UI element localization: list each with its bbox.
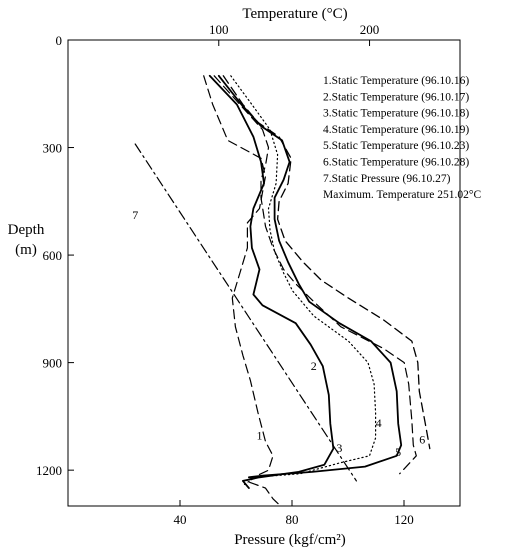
series-line-4 [230,75,377,486]
legend-entry: 1.Static Temperature (96.10.16) [323,75,469,87]
bottom-axis-title: Pressure (kgf/cm²) [234,532,346,548]
legend-entry: 5.Static Temperature (96.10.23) [323,140,469,152]
series-line-1 [203,75,282,507]
series-line-5 [217,74,403,479]
series-line-3 [208,74,335,490]
plot-frame [67,39,461,507]
series-number-label: 5 [395,445,401,459]
axis-ticks: 0 300 600 900 1200 100 200 40 80 120 [36,22,414,527]
legend-entry: 3.Static Temperature (96.10.18) [323,108,469,120]
pressure-tick-label: 120 [394,512,414,527]
series-layer: 1 2 3 4 5 6 7 [132,74,431,507]
temperature-tick-label: 200 [360,22,380,37]
series-number-label: 7 [132,208,138,222]
depth-tick-label: 1200 [36,463,62,478]
legend-entry: 2.Static Temperature (96.10.17) [323,91,469,103]
series-line-7 [134,143,357,482]
series-number-label: 6 [419,432,425,446]
left-axis-title-line1: Depth [8,222,45,238]
series-line-2 [213,75,417,475]
left-axis-title-line2: (m) [15,242,37,258]
series-line-6 [222,75,431,450]
legend-entry: 4.Static Temperature (96.10.19) [323,124,469,136]
pressure-tick-label: 80 [286,512,299,527]
series-number-label: 4 [376,416,382,430]
depth-tick-label: 600 [43,248,63,263]
depth-tick-label: 300 [43,141,63,156]
series-number-label: 2 [311,359,317,373]
depth-tick-label: 900 [43,356,63,371]
legend: 1.Static Temperature (96.10.16) 2.Static … [323,75,481,201]
legend-entry: 7.Static Pressure (96.10.27) [323,173,451,185]
pressure-tick-label: 40 [174,512,187,527]
top-axis-title: Temperature (°C) [242,6,347,22]
legend-entry: Maximum. Temperature 251.02°C [323,189,481,201]
legend-entry: 6.Static Temperature (96.10.28) [323,157,469,169]
depth-tick-label: 0 [56,33,63,48]
temperature-tick-label: 100 [209,22,229,37]
series-number-label: 3 [336,441,342,455]
series-number-label: 1 [256,429,262,443]
